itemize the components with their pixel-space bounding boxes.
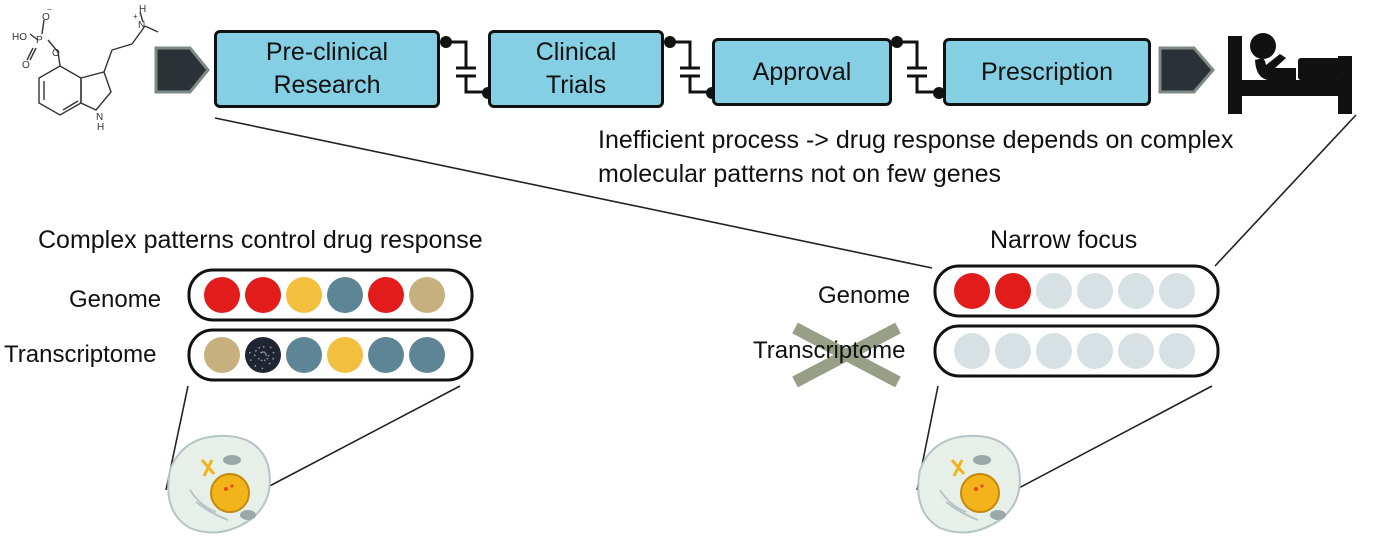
gene-dot (1118, 273, 1154, 309)
svg-text:+: + (133, 12, 138, 21)
mol-atom-n-plus: N (138, 20, 145, 31)
dot-speckle (261, 351, 264, 353)
gene-dot (368, 337, 404, 373)
cell-line-left-b (261, 385, 461, 491)
gene-dot (995, 333, 1031, 369)
dot-speckle (258, 346, 261, 349)
connector-1 (446, 40, 488, 94)
step-clinical-trials: Clinical Trials (488, 30, 664, 108)
gene-dot (954, 273, 990, 309)
patient-in-bed-icon (1228, 33, 1352, 114)
gene-dot (995, 273, 1031, 309)
dot-speckle (248, 351, 251, 354)
left-transcriptome-dots (204, 337, 445, 373)
cell-icon (167, 434, 271, 534)
right-panel-title: Narrow focus (990, 226, 1138, 254)
dot-speckle (253, 354, 256, 357)
mol-atom-o-double: O (22, 60, 30, 71)
cross-icon (792, 322, 901, 388)
mol-atom-ho: HO (12, 32, 27, 43)
dot-speckle (263, 359, 266, 362)
left-genome-dots (204, 277, 445, 313)
gene-dot (286, 337, 322, 373)
focus-line-right (1214, 114, 1357, 267)
dot-speckle (265, 354, 267, 356)
note-line-1: Inefficient process -> drug response dep… (598, 126, 1234, 154)
svg-text:−: − (47, 5, 52, 14)
gene-dot (1159, 333, 1195, 369)
gene-dot (1036, 333, 1072, 369)
gene-dot (1036, 273, 1072, 309)
step-prescription: Prescription (943, 38, 1151, 106)
step-label: Pre-clinical Research (265, 38, 389, 99)
step-label: Clinical Trials (535, 38, 617, 99)
gene-dot (204, 337, 240, 373)
molecule-icon (26, 11, 159, 116)
step-label: Prescription (981, 57, 1113, 86)
svg-text:H: H (97, 122, 104, 133)
cell-line-right-b (1014, 385, 1213, 491)
gene-dot (954, 333, 990, 369)
dot-speckle (268, 362, 271, 365)
connector-2 (670, 40, 712, 94)
dot-speckle (272, 351, 275, 354)
dot-speckle (263, 351, 266, 354)
dot-speckle (257, 357, 260, 360)
gene-dot (409, 337, 445, 373)
left-genome-label: Genome (69, 286, 162, 313)
gene-dot (245, 337, 281, 373)
gene-dot (245, 277, 281, 313)
mol-atom-o-top: O (42, 12, 50, 23)
gene-dot (1077, 333, 1113, 369)
dot-speckle (261, 367, 264, 370)
step-approval: Approval (712, 38, 892, 106)
dot-speckle (266, 357, 269, 360)
right-genome-label: Genome (818, 282, 911, 309)
gene-dot (327, 337, 363, 373)
dot-speckle (269, 346, 272, 349)
right-transcriptome-dots (954, 333, 1195, 369)
dot-speckle (272, 357, 275, 360)
step-pre-clinical-research: Pre-clinical Research (214, 30, 440, 108)
gene-dot (286, 277, 322, 313)
focus-line-left (214, 117, 933, 269)
connector-3 (897, 40, 939, 94)
gene-dot (1077, 273, 1113, 309)
dot-speckle (254, 365, 257, 367)
gene-dot (204, 277, 240, 313)
dot-speckle (262, 345, 265, 348)
left-transcriptome-label: Transcriptome (4, 341, 157, 368)
note-line-2: molecular patterns not on few genes (598, 160, 1002, 188)
gene-dot (327, 277, 363, 313)
cell-icon (917, 434, 1021, 534)
mol-atom-h-top: H (139, 4, 146, 15)
arrow-icon (1158, 46, 1215, 94)
mol-atom-p: P (36, 35, 43, 46)
right-genome-dots (954, 273, 1195, 309)
gene-dot (409, 277, 445, 313)
arrow-icon (154, 46, 210, 94)
dot-speckle (264, 352, 267, 355)
step-label: Approval (752, 57, 852, 86)
gene-dot (1159, 273, 1195, 309)
dot-speckle (255, 349, 257, 352)
dot-speckle (267, 354, 270, 357)
gene-dot (368, 277, 404, 313)
gene-dot (1118, 333, 1154, 369)
dot-speckle (260, 359, 263, 362)
mol-atom-nh: N (96, 112, 103, 123)
dot-speckle (249, 359, 252, 362)
dot-speckle (260, 351, 262, 354)
left-panel-title: Complex patterns control drug response (38, 226, 483, 254)
mol-atom-o-ester: O (52, 48, 60, 59)
right-transcriptome-label: Transcriptome (753, 337, 906, 364)
